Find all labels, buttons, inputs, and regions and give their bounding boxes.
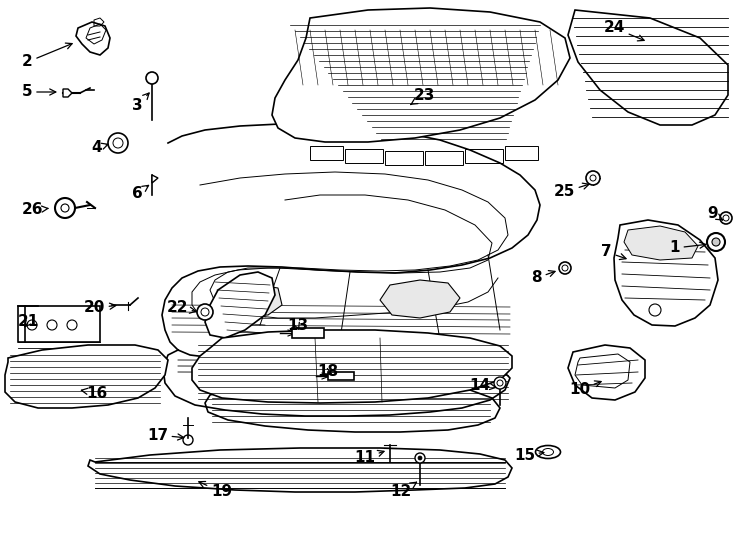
Polygon shape	[380, 280, 460, 318]
Polygon shape	[152, 175, 158, 183]
Text: 14: 14	[469, 377, 496, 393]
Ellipse shape	[536, 446, 561, 458]
Text: 6: 6	[132, 185, 148, 200]
Text: 16: 16	[81, 386, 108, 401]
Text: 22: 22	[167, 300, 196, 315]
Bar	[425, 151, 463, 165]
Text: 19: 19	[199, 482, 232, 500]
Text: 24: 24	[603, 21, 644, 41]
Text: 4: 4	[91, 140, 108, 156]
Circle shape	[415, 453, 425, 463]
Circle shape	[418, 456, 422, 460]
Polygon shape	[222, 285, 282, 315]
Circle shape	[494, 377, 506, 389]
Text: 13: 13	[287, 319, 308, 334]
Text: 9: 9	[708, 206, 722, 221]
Polygon shape	[272, 8, 570, 142]
Circle shape	[720, 212, 732, 224]
Circle shape	[55, 198, 75, 218]
Text: 1: 1	[669, 240, 706, 255]
Bar	[465, 149, 503, 163]
Bar	[385, 151, 423, 165]
Text: 20: 20	[84, 300, 116, 315]
Text: 11: 11	[354, 450, 384, 465]
Polygon shape	[614, 220, 718, 326]
Text: 3: 3	[132, 93, 149, 112]
Text: 7: 7	[601, 245, 626, 260]
Polygon shape	[205, 272, 275, 338]
Text: 12: 12	[390, 482, 417, 500]
Circle shape	[146, 72, 158, 84]
Bar	[18, 306, 100, 342]
Polygon shape	[63, 89, 72, 97]
Text: 8: 8	[531, 271, 555, 286]
Text: 17: 17	[147, 428, 184, 442]
Circle shape	[649, 304, 661, 316]
Circle shape	[108, 133, 128, 153]
Bar	[345, 149, 383, 163]
Text: 25: 25	[553, 183, 589, 199]
Polygon shape	[624, 226, 698, 260]
Circle shape	[707, 233, 725, 251]
Text: 10: 10	[569, 381, 601, 397]
Polygon shape	[76, 22, 110, 55]
Polygon shape	[568, 345, 645, 400]
Text: 18: 18	[317, 364, 338, 380]
Bar	[310, 146, 343, 160]
Text: 23: 23	[411, 89, 435, 105]
Polygon shape	[568, 10, 728, 125]
Circle shape	[559, 262, 571, 274]
Bar	[292, 328, 324, 338]
Text: 2: 2	[22, 43, 72, 70]
Polygon shape	[5, 345, 168, 408]
Polygon shape	[192, 330, 512, 403]
Circle shape	[586, 171, 600, 185]
Bar	[328, 372, 354, 380]
Text: 15: 15	[514, 448, 544, 462]
Text: 26: 26	[22, 202, 48, 218]
Text: 21: 21	[18, 314, 39, 329]
Text: 5: 5	[22, 84, 56, 99]
Circle shape	[197, 304, 213, 320]
Bar	[505, 146, 538, 160]
Circle shape	[712, 238, 720, 246]
Polygon shape	[88, 448, 512, 492]
